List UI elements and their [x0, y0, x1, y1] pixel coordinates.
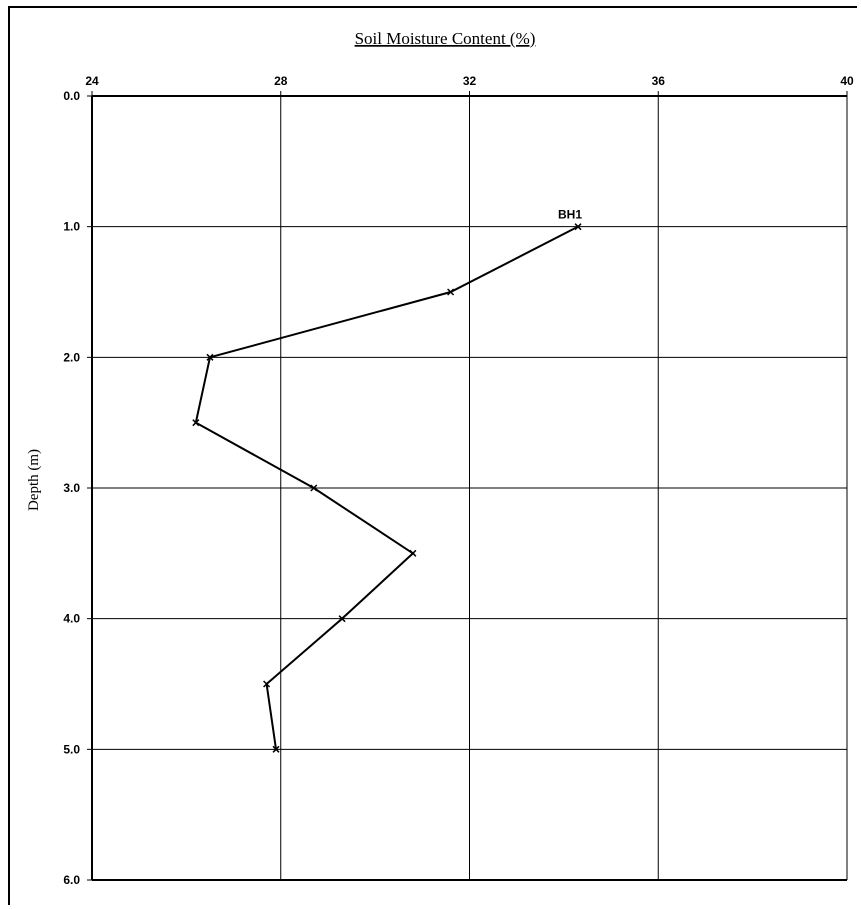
- y-tick-label: 5.0: [63, 742, 80, 756]
- chart-frame: [8, 6, 857, 905]
- tick-labels: 24 28 32 36 40 0.0 1.0 2.0 3.0 4.0 5.0 6.0: [63, 74, 854, 887]
- chart-title: Soil Moisture Content (%): [355, 29, 536, 48]
- data-point: [574, 223, 582, 231]
- data-point: [310, 484, 318, 492]
- grid-lines: [91, 95, 848, 881]
- point-marker-stroke: [192, 419, 200, 427]
- y-tick-label: 2.0: [63, 350, 80, 364]
- y-tick-label: 0.0: [63, 89, 80, 103]
- point-marker-stroke: [409, 549, 417, 557]
- point-marker-stroke: [263, 680, 271, 688]
- x-tick-label: 36: [652, 74, 666, 88]
- series-layer: BH1: [192, 208, 582, 753]
- point-marker-stroke: [447, 288, 455, 296]
- point-marker-stroke: [310, 484, 318, 492]
- point-marker-stroke: [272, 745, 280, 753]
- y-tick-label: 6.0: [63, 873, 80, 887]
- data-point: [272, 745, 280, 753]
- y-tick-label: 4.0: [63, 612, 80, 626]
- data-point: [338, 615, 346, 623]
- data-point: [192, 419, 200, 427]
- x-tick-label: 24: [85, 74, 99, 88]
- data-point: [263, 680, 271, 688]
- axes: [87, 91, 848, 881]
- data-point: [409, 549, 417, 557]
- y-tick-label: 3.0: [63, 481, 80, 495]
- point-marker-stroke: [206, 353, 214, 361]
- data-point: [447, 288, 455, 296]
- x-tick-label: 40: [840, 74, 854, 88]
- point-marker-stroke: [574, 223, 582, 231]
- series-label: BH1: [558, 208, 582, 222]
- data-point: [206, 353, 214, 361]
- x-tick-label: 32: [463, 74, 477, 88]
- point-marker-stroke: [338, 615, 346, 623]
- y-axis-label: Depth (m): [26, 449, 42, 511]
- y-tick-label: 1.0: [63, 220, 80, 234]
- x-tick-label: 28: [274, 74, 288, 88]
